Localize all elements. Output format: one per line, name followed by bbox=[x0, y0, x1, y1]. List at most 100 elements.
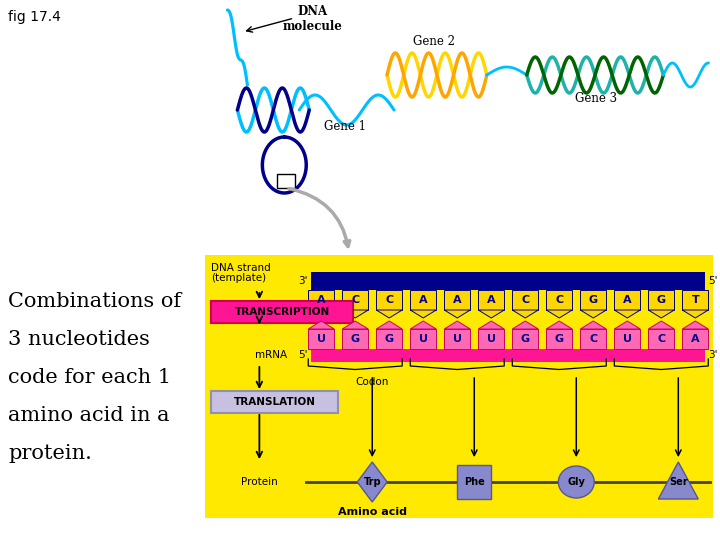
Bar bbox=[377, 329, 402, 349]
Text: C: C bbox=[385, 295, 393, 305]
Text: mRNA: mRNA bbox=[256, 350, 287, 361]
Text: T: T bbox=[691, 295, 699, 305]
Text: U: U bbox=[487, 334, 496, 344]
Bar bbox=[311, 272, 706, 290]
Polygon shape bbox=[614, 321, 640, 329]
Text: C: C bbox=[555, 295, 563, 305]
Text: Gene 2: Gene 2 bbox=[413, 35, 455, 48]
Polygon shape bbox=[513, 310, 539, 318]
Bar bbox=[311, 349, 706, 362]
Polygon shape bbox=[683, 321, 708, 329]
Polygon shape bbox=[580, 310, 606, 318]
Text: 3': 3' bbox=[708, 350, 718, 361]
Text: 3 nucleotides: 3 nucleotides bbox=[8, 330, 150, 349]
Text: Ser: Ser bbox=[669, 477, 688, 487]
Text: A: A bbox=[317, 295, 325, 305]
Polygon shape bbox=[357, 462, 387, 502]
Bar bbox=[580, 290, 606, 310]
Polygon shape bbox=[648, 310, 674, 318]
Bar bbox=[410, 329, 436, 349]
Text: fig 17.4: fig 17.4 bbox=[8, 10, 61, 24]
Text: C: C bbox=[521, 295, 529, 305]
Polygon shape bbox=[410, 321, 436, 329]
Text: TRANSLATION: TRANSLATION bbox=[234, 397, 316, 407]
Polygon shape bbox=[478, 310, 504, 318]
Bar bbox=[683, 290, 708, 310]
Polygon shape bbox=[444, 310, 470, 318]
Polygon shape bbox=[308, 310, 334, 318]
Bar bbox=[580, 329, 606, 349]
Text: Protein: Protein bbox=[241, 477, 278, 487]
Text: TRANSCRIPTION: TRANSCRIPTION bbox=[235, 307, 330, 317]
Text: amino acid in a: amino acid in a bbox=[8, 406, 169, 425]
Polygon shape bbox=[683, 310, 708, 318]
Text: G: G bbox=[521, 334, 530, 344]
Bar bbox=[444, 290, 470, 310]
Text: 3': 3' bbox=[298, 276, 307, 286]
Bar bbox=[277, 174, 295, 188]
Polygon shape bbox=[580, 321, 606, 329]
Bar bbox=[410, 290, 436, 310]
Bar bbox=[648, 290, 674, 310]
Text: U: U bbox=[317, 334, 325, 344]
Text: Trp: Trp bbox=[364, 477, 381, 487]
Text: A: A bbox=[487, 295, 495, 305]
Bar bbox=[457, 465, 491, 499]
Text: G: G bbox=[351, 334, 360, 344]
Text: protein.: protein. bbox=[8, 444, 92, 463]
Polygon shape bbox=[546, 310, 572, 318]
Bar bbox=[478, 290, 504, 310]
Text: U: U bbox=[623, 334, 631, 344]
Text: A: A bbox=[419, 295, 428, 305]
Bar bbox=[377, 290, 402, 310]
Polygon shape bbox=[342, 310, 368, 318]
Bar bbox=[444, 329, 470, 349]
Text: DNA
molecule: DNA molecule bbox=[282, 5, 342, 33]
Text: G: G bbox=[589, 295, 598, 305]
Text: Gene 3: Gene 3 bbox=[575, 92, 618, 105]
Polygon shape bbox=[614, 310, 640, 318]
Bar bbox=[546, 329, 572, 349]
Bar bbox=[648, 329, 674, 349]
Text: Phe: Phe bbox=[464, 477, 485, 487]
Text: 5': 5' bbox=[298, 350, 307, 361]
Bar bbox=[342, 290, 368, 310]
Bar bbox=[614, 290, 640, 310]
Bar bbox=[342, 329, 368, 349]
Polygon shape bbox=[377, 310, 402, 318]
Text: 5': 5' bbox=[708, 276, 718, 286]
Bar bbox=[546, 290, 572, 310]
Polygon shape bbox=[648, 321, 674, 329]
Polygon shape bbox=[513, 321, 539, 329]
Text: G: G bbox=[554, 334, 564, 344]
Text: U: U bbox=[453, 334, 462, 344]
Text: C: C bbox=[589, 334, 598, 344]
Bar bbox=[513, 290, 539, 310]
Bar bbox=[308, 290, 334, 310]
FancyBboxPatch shape bbox=[212, 391, 338, 413]
Polygon shape bbox=[308, 321, 334, 329]
Polygon shape bbox=[377, 321, 402, 329]
FancyBboxPatch shape bbox=[212, 301, 353, 323]
Text: code for each 1: code for each 1 bbox=[8, 368, 171, 387]
Text: C: C bbox=[351, 295, 359, 305]
Text: Codon: Codon bbox=[356, 377, 389, 387]
Text: A: A bbox=[453, 295, 462, 305]
Bar bbox=[308, 329, 334, 349]
Text: (template): (template) bbox=[212, 273, 266, 283]
Polygon shape bbox=[478, 321, 504, 329]
Bar bbox=[204, 255, 714, 518]
Bar bbox=[614, 329, 640, 349]
Bar bbox=[478, 329, 504, 349]
Polygon shape bbox=[546, 321, 572, 329]
Ellipse shape bbox=[558, 466, 594, 498]
Text: C: C bbox=[657, 334, 665, 344]
Polygon shape bbox=[342, 321, 368, 329]
Bar bbox=[683, 329, 708, 349]
Text: DNA strand: DNA strand bbox=[212, 263, 271, 273]
Text: A: A bbox=[623, 295, 631, 305]
Text: Combinations of: Combinations of bbox=[8, 292, 181, 311]
Text: G: G bbox=[384, 334, 394, 344]
Polygon shape bbox=[444, 321, 470, 329]
Text: A: A bbox=[691, 334, 700, 344]
